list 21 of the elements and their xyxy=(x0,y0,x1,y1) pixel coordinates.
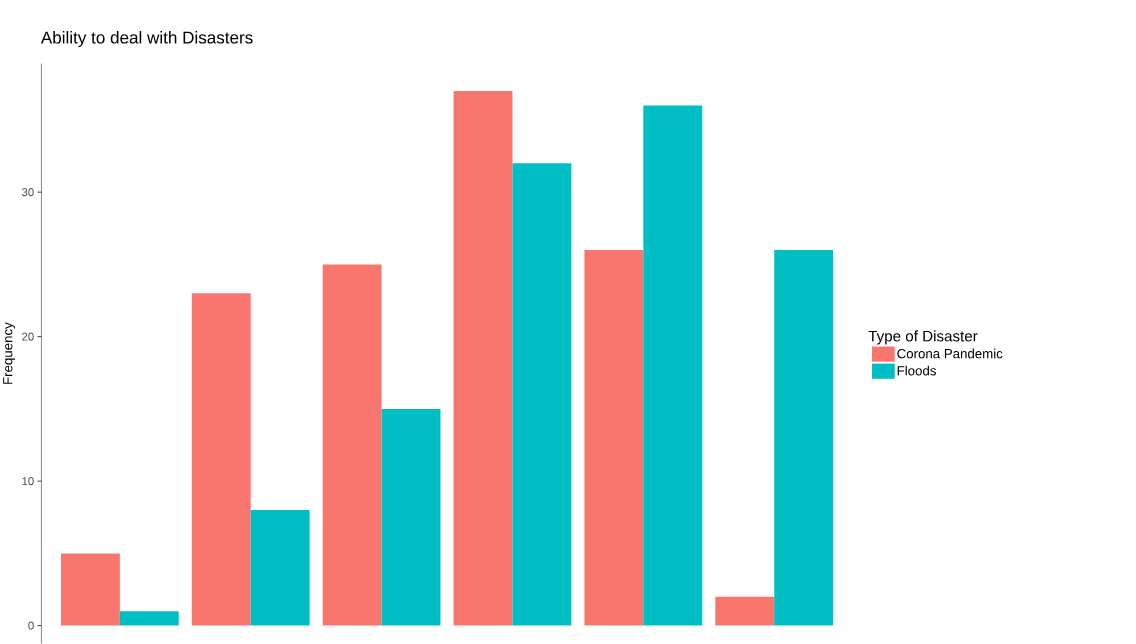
bar xyxy=(381,408,441,626)
legend-title: Type of Disaster xyxy=(868,330,978,345)
bar xyxy=(453,90,513,626)
bar xyxy=(643,105,703,626)
legend-label: Floods xyxy=(897,365,936,376)
y-tick-label: 0 xyxy=(28,621,34,630)
bar xyxy=(512,163,572,626)
y-axis-title: Frequency xyxy=(3,322,16,384)
bar xyxy=(715,596,775,626)
y-tick-label: 10 xyxy=(22,477,34,486)
bar xyxy=(60,553,120,626)
y-tick-label: 20 xyxy=(22,332,34,341)
bar xyxy=(191,293,251,626)
bar xyxy=(322,264,382,626)
y-tick-label: 30 xyxy=(21,188,34,197)
bar xyxy=(584,249,644,626)
legend-label: Corona Pandemic xyxy=(897,348,1003,359)
chart-title: Ability to deal with Disasters xyxy=(40,31,253,47)
bar xyxy=(119,611,179,626)
bar xyxy=(774,249,834,626)
bar xyxy=(250,510,310,626)
